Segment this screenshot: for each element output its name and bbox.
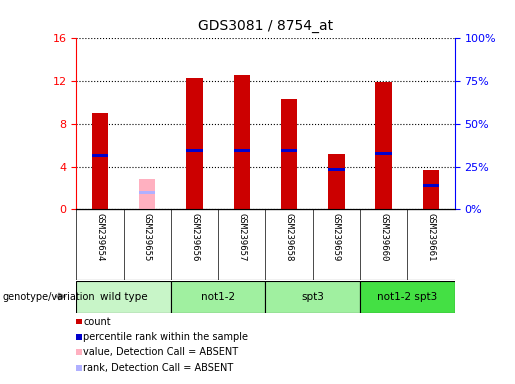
Text: GSM239660: GSM239660 — [379, 213, 388, 261]
Bar — [328, 154, 345, 209]
Bar — [186, 149, 203, 152]
Text: percentile rank within the sample: percentile rank within the sample — [83, 332, 248, 342]
Bar — [92, 154, 108, 157]
Bar — [233, 149, 250, 152]
Bar — [139, 191, 156, 194]
Text: spt3: spt3 — [301, 292, 324, 302]
Bar — [423, 184, 439, 187]
Bar — [265, 281, 360, 313]
Text: GSM239654: GSM239654 — [95, 213, 105, 261]
Bar — [171, 281, 265, 313]
Bar — [360, 281, 455, 313]
Bar — [281, 149, 298, 152]
Bar — [76, 281, 171, 313]
Title: GDS3081 / 8754_at: GDS3081 / 8754_at — [198, 19, 333, 33]
Bar — [139, 179, 156, 209]
Bar — [281, 99, 298, 209]
Bar — [92, 113, 108, 209]
Bar — [375, 152, 392, 155]
Text: count: count — [83, 316, 111, 326]
Bar — [375, 82, 392, 209]
Text: GSM239659: GSM239659 — [332, 213, 341, 261]
Text: wild type: wild type — [100, 292, 147, 302]
Bar — [186, 78, 203, 209]
Bar — [328, 168, 345, 171]
Bar — [233, 75, 250, 209]
Text: genotype/variation: genotype/variation — [3, 292, 95, 302]
Bar — [423, 170, 439, 209]
Text: GSM239657: GSM239657 — [237, 213, 246, 261]
Text: GSM239658: GSM239658 — [285, 213, 294, 261]
Text: GSM239655: GSM239655 — [143, 213, 152, 261]
Text: not1-2 spt3: not1-2 spt3 — [377, 292, 438, 302]
Text: not1-2: not1-2 — [201, 292, 235, 302]
Text: GSM239656: GSM239656 — [190, 213, 199, 261]
Text: rank, Detection Call = ABSENT: rank, Detection Call = ABSENT — [83, 362, 233, 372]
Text: GSM239661: GSM239661 — [426, 213, 436, 261]
Text: value, Detection Call = ABSENT: value, Detection Call = ABSENT — [83, 347, 238, 357]
